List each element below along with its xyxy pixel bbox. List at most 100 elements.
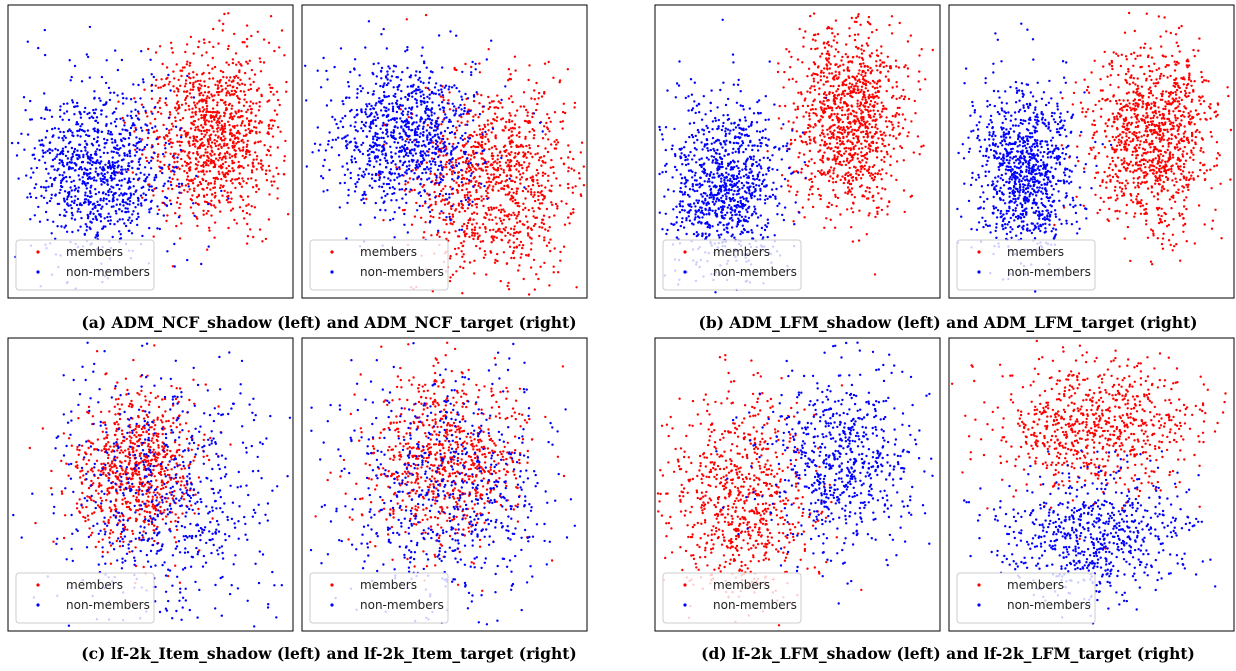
data-point: [54, 176, 57, 180]
data-point: [134, 144, 137, 148]
data-point: [814, 47, 817, 51]
data-point: [177, 104, 180, 107]
data-point: [514, 69, 517, 72]
data-point: [461, 134, 464, 137]
data-point: [220, 90, 223, 93]
data-point: [534, 153, 537, 156]
data-point: [241, 154, 244, 158]
data-point: [109, 176, 112, 180]
data-point: [386, 73, 389, 76]
data-point: [529, 176, 532, 179]
data-point: [70, 161, 74, 164]
data-point: [174, 106, 177, 110]
data-point: [246, 222, 249, 226]
data-point: [248, 123, 251, 127]
data-point: [522, 154, 526, 157]
data-point: [368, 147, 371, 151]
legend-label-non-members: non-members: [360, 265, 444, 279]
data-point: [199, 138, 202, 141]
data-point: [114, 107, 118, 110]
data-point: [245, 117, 249, 120]
data-point: [807, 193, 811, 196]
data-point: [808, 149, 812, 153]
data-point: [366, 91, 370, 95]
data-point: [886, 55, 889, 58]
data-point: [206, 139, 210, 142]
data-point: [325, 69, 328, 73]
data-point: [173, 170, 176, 173]
data-point: [243, 41, 246, 44]
data-point: [417, 145, 420, 148]
data-point: [839, 178, 842, 182]
data-point: [862, 82, 865, 85]
data-point: [223, 152, 227, 155]
data-point: [559, 259, 562, 262]
data-point: [96, 209, 99, 213]
data-point: [148, 211, 151, 214]
data-point: [195, 73, 199, 76]
data-point: [859, 170, 862, 173]
data-point: [69, 79, 72, 82]
data-point: [519, 240, 523, 244]
data-point: [484, 230, 487, 234]
data-point: [221, 171, 224, 174]
data-point: [76, 129, 79, 133]
data-point: [843, 113, 847, 117]
data-point: [386, 114, 390, 118]
data-point: [504, 85, 507, 88]
data-point: [415, 161, 418, 164]
data-point: [485, 181, 488, 184]
data-point: [326, 189, 329, 192]
data-point: [445, 166, 448, 169]
data-point: [492, 239, 495, 242]
data-point: [441, 101, 444, 104]
data-point: [156, 110, 160, 114]
data-point: [174, 125, 178, 128]
data-point: [168, 176, 171, 179]
data-point: [369, 108, 372, 111]
data-point: [550, 143, 553, 146]
data-point: [434, 82, 438, 85]
data-point: [408, 106, 411, 110]
data-point: [455, 86, 458, 90]
data-point: [435, 233, 439, 236]
data-point: [88, 190, 92, 193]
data-point: [448, 91, 451, 94]
data-point: [259, 70, 263, 73]
data-point: [561, 120, 565, 123]
data-point: [170, 47, 173, 50]
data-point: [486, 187, 489, 190]
data-point: [178, 167, 181, 171]
data-point: [881, 142, 884, 146]
data-point: [904, 64, 907, 67]
data-point: [276, 187, 279, 190]
data-point: [444, 113, 447, 116]
data-point: [443, 231, 446, 234]
data-point: [467, 160, 471, 163]
data-point: [144, 111, 148, 115]
data-point: [508, 153, 512, 156]
data-point: [864, 74, 867, 77]
data-point: [106, 183, 110, 186]
data-point: [94, 204, 97, 208]
data-point: [175, 224, 178, 228]
data-point: [832, 181, 835, 184]
data-point: [481, 127, 485, 131]
data-point: [202, 94, 205, 97]
data-point: [485, 133, 488, 136]
data-point: [43, 161, 47, 164]
data-point: [80, 80, 84, 83]
data-point: [849, 92, 852, 95]
data-point: [795, 80, 798, 84]
data-point: [53, 127, 57, 130]
data-point: [481, 146, 484, 149]
data-point: [109, 167, 113, 170]
data-point: [463, 177, 466, 180]
data-point: [205, 119, 208, 122]
data-point: [148, 208, 151, 211]
data-point: [458, 124, 461, 127]
data-point: [184, 102, 188, 105]
data-point: [863, 139, 867, 142]
data-point: [575, 286, 578, 289]
data-point: [508, 169, 511, 172]
